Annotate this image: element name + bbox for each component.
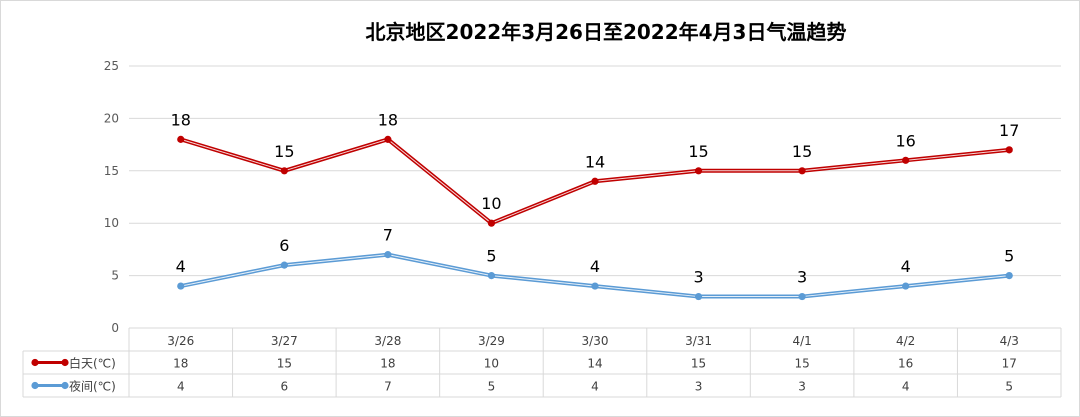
x-tick-label: 4/3 [1000, 334, 1019, 348]
data-point [902, 282, 910, 290]
data-labels: 18 15 18 10 14 15 15 16 17 4 6 7 5 4 3 3 4 5 [171, 110, 1020, 286]
table-cell: 5 [1005, 380, 1013, 394]
data-label: 17 [999, 121, 1019, 140]
data-label: 4 [590, 257, 600, 276]
table-cell: 16 [898, 357, 913, 371]
table-cell: 10 [484, 357, 499, 371]
data-point [694, 292, 703, 301]
table-cell: 4 [902, 380, 910, 394]
x-tick-label: 4/1 [792, 334, 811, 348]
data-point [487, 219, 496, 227]
series-lines [177, 135, 1013, 301]
data-label: 6 [279, 236, 289, 255]
data-point [1005, 272, 1013, 280]
y-tick-label: 20 [104, 111, 119, 125]
data-label: 18 [171, 110, 191, 129]
table-cell: 7 [384, 380, 392, 394]
data-point [280, 261, 288, 269]
table-cell: 4 [177, 380, 185, 394]
legend-marker [31, 358, 39, 367]
table-cell: 17 [1002, 357, 1017, 371]
data-label: 5 [1004, 247, 1014, 266]
data-label: 10 [481, 194, 501, 213]
y-tick-label: 25 [104, 59, 119, 73]
legend-label: 白天(℃) [69, 356, 116, 371]
legend-key [31, 358, 69, 367]
data-label: 16 [895, 131, 915, 150]
data-label: 15 [274, 142, 294, 161]
table-cell: 6 [281, 380, 289, 394]
x-tick-label: 3/27 [271, 334, 298, 348]
legend-marker [61, 381, 69, 390]
table-cell: 15 [691, 357, 706, 371]
data-point [384, 251, 392, 259]
data-point [591, 177, 599, 185]
data-label: 3 [693, 268, 703, 287]
x-tick-label: 3/29 [478, 334, 505, 348]
data-point [798, 292, 806, 301]
data-label: 15 [792, 142, 812, 161]
table-cell: 15 [277, 357, 292, 371]
y-axis: 0 5 10 15 20 25 [104, 59, 119, 335]
legend-label: 夜间(℃) [69, 379, 116, 394]
y-tick-label: 15 [104, 164, 119, 178]
y-tick-label: 5 [111, 269, 119, 283]
data-point [694, 167, 703, 175]
table-cell: 15 [794, 357, 809, 371]
data-point [177, 135, 185, 143]
x-tick-label: 4/2 [896, 334, 915, 348]
data-point [177, 282, 185, 290]
data-label: 5 [486, 247, 496, 266]
chart-title: 北京地区2022年3月26日至2022年4月3日气温趋势 [366, 20, 847, 44]
data-label: 4 [176, 257, 186, 276]
data-label: 3 [797, 268, 807, 287]
table-cell: 3 [798, 380, 806, 394]
x-tick-label: 3/31 [685, 334, 712, 348]
table-cell: 18 [380, 357, 395, 371]
legend-key [31, 381, 69, 390]
table-cell: 18 [173, 357, 188, 371]
x-tick-label: 3/26 [167, 334, 194, 348]
data-label: 15 [688, 142, 708, 161]
y-tick-label: 10 [104, 216, 119, 230]
data-point [591, 282, 599, 290]
data-point [487, 272, 496, 280]
x-tick-label: 3/28 [374, 334, 401, 348]
data-point [1005, 146, 1013, 154]
series-night [177, 251, 1013, 301]
data-point [280, 167, 288, 175]
y-tick-label: 0 [111, 321, 119, 335]
table-cell: 4 [591, 380, 599, 394]
data-label: 7 [383, 226, 393, 245]
legend-marker [61, 358, 69, 367]
data-table: 3/26 3/27 3/28 3/29 3/30 3/31 4/1 4/2 4/3 白天(℃) 18… [22, 327, 1062, 398]
data-label: 18 [378, 110, 398, 129]
data-label: 4 [901, 257, 911, 276]
table-cell: 5 [488, 380, 496, 394]
series-day [177, 135, 1013, 227]
data-label: 14 [585, 152, 605, 171]
table-cell: 3 [695, 380, 703, 394]
legend-marker [31, 381, 39, 390]
data-point [384, 135, 392, 143]
x-tick-label: 3/30 [582, 334, 609, 348]
table-cell: 14 [587, 357, 602, 371]
data-point [902, 156, 910, 164]
data-point [798, 167, 806, 175]
